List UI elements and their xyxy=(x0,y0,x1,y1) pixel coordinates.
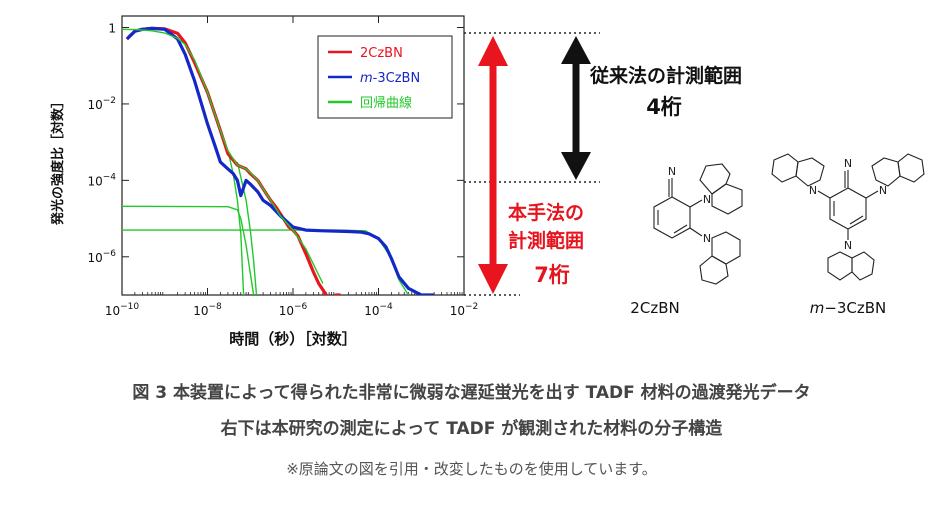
x-tick-label: 10−6 xyxy=(279,302,308,318)
x-tick-label: 10−4 xyxy=(364,302,393,318)
x-axis-label: 時間（秒）［対数］ xyxy=(229,330,357,348)
m3czbn-n-right: N xyxy=(879,184,887,197)
m3czbn-n-left: N xyxy=(809,184,817,197)
black-arrow-head-up xyxy=(561,36,591,64)
series-line-m-3CzBN xyxy=(125,26,435,295)
molecule-name-m3czbn: m−3CzBN xyxy=(810,299,887,317)
2czbn-n-1: N xyxy=(703,193,711,206)
2czbn-n-2: N xyxy=(703,232,711,245)
red-arrow-label-1: 本手法の xyxy=(508,201,584,224)
legend-label: 2CzBN xyxy=(360,46,403,61)
m3czbn-n-bottom: N xyxy=(844,239,852,252)
caption-line-2: 右下は本研究の測定によって TADF が観測された材料の分子構造 xyxy=(220,419,723,439)
series-layer xyxy=(122,26,435,295)
2czbn-carbazole-1 xyxy=(711,183,743,215)
red-arrow-label-3: 7桁 xyxy=(534,263,570,287)
y-axis-label: 発光の強度比［対数］ xyxy=(50,95,66,226)
m3czbn-benzene-ring xyxy=(829,187,867,230)
legend-label: 回帰曲線 xyxy=(360,95,412,111)
fit-line xyxy=(227,150,245,295)
figure-canvas: 10−10 10−8 10−6 10−4 10−2 1 10−2 10−4 10−6 時間（秒）… xyxy=(50,15,925,348)
caption-line-1: 図 3 本装置によって得られた非常に微弱な遅延蛍光を出す TADF 材料の過渡発… xyxy=(132,383,811,403)
m3czbn-carbazole-bottom xyxy=(827,251,853,281)
x-tick-label: 10−10 xyxy=(105,302,140,318)
black-range-arrow xyxy=(561,36,591,180)
legend-label: m-3CzBN xyxy=(360,71,420,86)
y-tick-label: 10−2 xyxy=(87,96,116,112)
x-tick-label: 10−2 xyxy=(450,302,479,318)
molecule-m3czbn xyxy=(771,153,925,281)
red-arrow-label-2: 計測範囲 xyxy=(508,229,584,252)
series-line-regression xyxy=(122,28,324,284)
black-arrow-label-2: 4桁 xyxy=(646,95,682,119)
y-tick-label: 1 xyxy=(108,22,116,36)
caption-note: ※原論文の図を引用・改変したものを使用しています。 xyxy=(286,460,657,478)
molecule-2czbn xyxy=(653,163,743,285)
axis-ticks: 10−10 10−8 10−6 10−4 10−2 1 10−2 10−4 10−6 xyxy=(87,16,478,318)
red-arrow-head-up xyxy=(478,36,508,66)
molecule-name-2czbn: 2CzBN xyxy=(630,299,679,317)
2czbn-carbazole-2 xyxy=(711,231,741,265)
red-arrow-head-down xyxy=(478,264,508,294)
black-arrow-head-down xyxy=(561,152,591,180)
m3czbn-carbazole-right xyxy=(871,157,901,187)
guide-lines xyxy=(464,32,600,296)
2czbn-nitrile-n: N xyxy=(668,165,676,178)
m3czbn-carbazole-left xyxy=(795,157,825,187)
red-range-arrow xyxy=(478,36,508,294)
m3czbn-nitrile-n: N xyxy=(844,157,852,170)
black-arrow-label-1: 従来法の計測範囲 xyxy=(589,64,742,87)
legend: 2CzBN m-3CzBN 回帰曲線 xyxy=(317,35,453,119)
y-tick-label: 10−4 xyxy=(87,172,116,188)
x-tick-label: 10−8 xyxy=(193,302,222,318)
2czbn-benzene-ring xyxy=(653,196,691,239)
y-tick-label: 10−6 xyxy=(87,249,116,265)
